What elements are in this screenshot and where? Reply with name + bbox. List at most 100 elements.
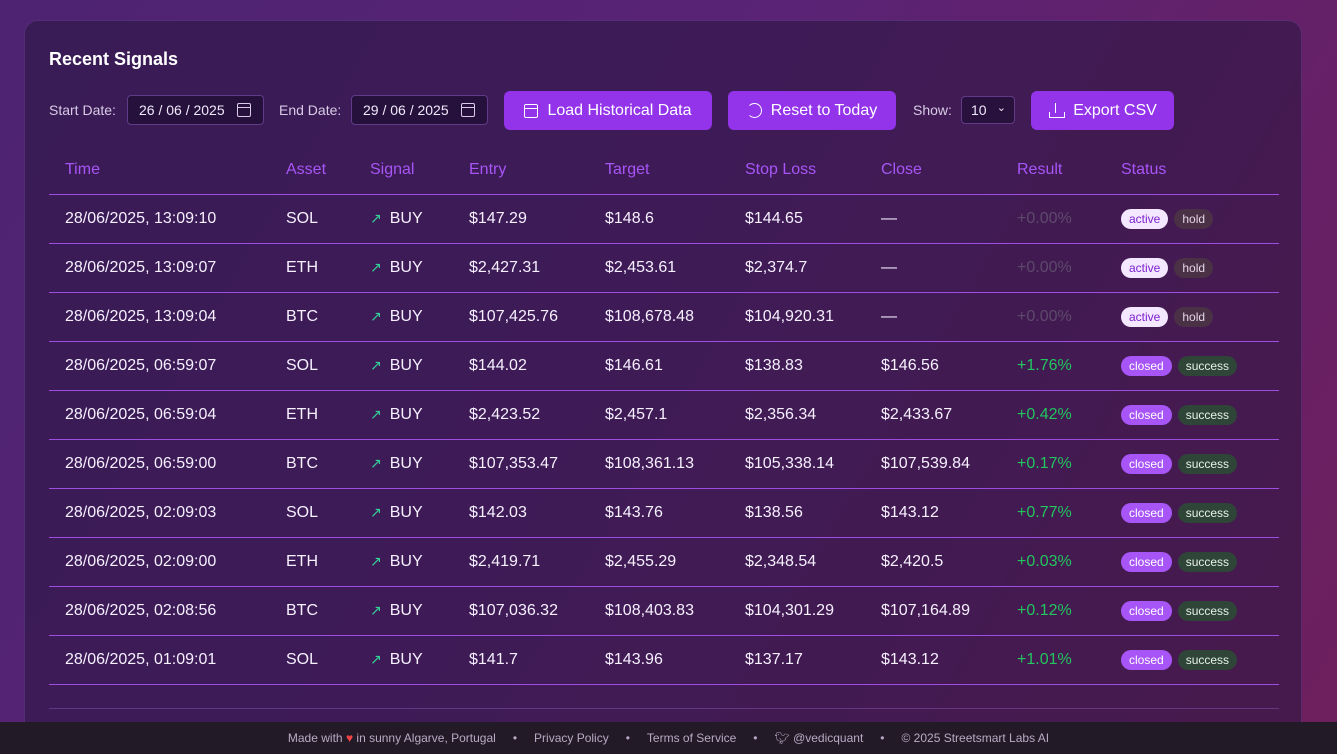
- outcome-badge: hold: [1174, 257, 1214, 278]
- cell-status: active hold: [1105, 292, 1279, 342]
- signals-panel: Recent Signals Start Date: 26 / 06 / 202…: [24, 20, 1302, 740]
- cell-close: $2,433.67: [865, 390, 1001, 440]
- start-date-value: 26 / 06 / 2025: [139, 102, 225, 118]
- cell-close: $146.56: [865, 341, 1001, 391]
- cell-entry: $107,353.47: [453, 439, 589, 489]
- outcome-badge: success: [1177, 355, 1238, 376]
- column-header-entry[interactable]: Entry: [453, 147, 589, 195]
- outcome-badge: success: [1177, 600, 1238, 621]
- table-row[interactable]: 28/06/2025, 06:59:07 SOL ↗ BUY $144.02 $146.6…: [49, 341, 1279, 391]
- outcome-badge: success: [1177, 453, 1238, 474]
- column-header-target[interactable]: Target: [589, 147, 729, 195]
- signal-text: BUY: [389, 601, 423, 619]
- cell-target: $2,453.61: [589, 243, 729, 293]
- cell-result: +1.76%: [1001, 341, 1105, 391]
- table-row[interactable]: 28/06/2025, 13:09:04 BTC ↗ BUY $107,425.76 $1…: [49, 292, 1279, 342]
- cell-close: $143.12: [865, 635, 1001, 685]
- cell-target: $146.61: [589, 341, 729, 391]
- cell-result: +0.12%: [1001, 586, 1105, 636]
- table-row[interactable]: 28/06/2025, 13:09:10 SOL ↗ BUY $147.29 $148.6…: [49, 194, 1279, 244]
- column-header-close[interactable]: Close: [865, 147, 1001, 195]
- cell-result: +1.01%: [1001, 635, 1105, 685]
- end-date-input[interactable]: 29 / 06 / 2025: [351, 95, 488, 125]
- location-text: in sunny Algarve, Portugal: [356, 731, 496, 745]
- cell-time: 28/06/2025, 06:59:04: [49, 390, 270, 440]
- cell-stop-loss: $105,338.14: [729, 439, 865, 489]
- export-csv-button[interactable]: Export CSV: [1031, 91, 1174, 130]
- separator: •: [625, 731, 630, 745]
- table-row[interactable]: 28/06/2025, 02:09:00 ETH ↗ BUY $2,419.71 $2,4…: [49, 537, 1279, 587]
- signals-table: Time Asset Signal Entry Target Stop Loss…: [49, 147, 1279, 685]
- twitter-handle: @vedicquant: [793, 731, 864, 745]
- column-header-asset[interactable]: Asset: [270, 147, 354, 195]
- column-header-stop-loss[interactable]: Stop Loss: [729, 147, 865, 195]
- cell-stop-loss: $144.65: [729, 194, 865, 244]
- column-header-status[interactable]: Status: [1105, 147, 1279, 195]
- cell-signal: ↗ BUY: [354, 586, 453, 636]
- cell-signal: ↗ BUY: [354, 439, 453, 489]
- cell-asset: SOL: [270, 194, 354, 244]
- status-badge: closed: [1121, 502, 1172, 523]
- calendar-icon[interactable]: [237, 103, 251, 117]
- cell-close: $143.12: [865, 488, 1001, 538]
- twitter-link[interactable]: 🐦︎ @vedicquant: [774, 731, 863, 745]
- cell-status: active hold: [1105, 243, 1279, 293]
- cell-asset: BTC: [270, 586, 354, 636]
- signal-text: BUY: [389, 454, 423, 472]
- cell-stop-loss: $104,301.29: [729, 586, 865, 636]
- column-header-time[interactable]: Time: [49, 147, 270, 195]
- signal-text: BUY: [389, 258, 423, 276]
- status-badge: active: [1121, 257, 1169, 278]
- cell-stop-loss: $2,348.54: [729, 537, 865, 587]
- status-badge: closed: [1121, 649, 1172, 670]
- cell-signal: ↗ BUY: [354, 390, 453, 440]
- download-icon: [1048, 102, 1066, 119]
- cell-signal: ↗ BUY: [354, 537, 453, 587]
- separator: •: [512, 731, 518, 745]
- cell-entry: $2,427.31: [453, 243, 589, 293]
- reset-to-today-button[interactable]: Reset to Today: [728, 91, 896, 130]
- rows-per-page-select[interactable]: 10 ⌄: [961, 96, 1015, 124]
- calendar-icon[interactable]: [461, 103, 475, 117]
- privacy-policy-link[interactable]: Privacy Policy: [534, 731, 609, 745]
- cell-time: 28/06/2025, 13:09:04: [49, 292, 270, 342]
- signal-text: BUY: [389, 356, 423, 374]
- cell-entry: $2,423.52: [453, 390, 589, 440]
- cell-asset: SOL: [270, 488, 354, 538]
- table-row[interactable]: 28/06/2025, 06:59:00 BTC ↗ BUY $107,353.47 $1…: [49, 439, 1279, 489]
- outcome-badge: success: [1177, 551, 1238, 572]
- signal-text: BUY: [389, 307, 423, 325]
- cell-close: —: [865, 194, 1001, 244]
- cell-status: closed success: [1105, 341, 1279, 391]
- start-date-input[interactable]: 26 / 06 / 2025: [127, 95, 264, 125]
- table-row[interactable]: 28/06/2025, 01:09:01 SOL ↗ BUY $141.7 $143.96…: [49, 635, 1279, 685]
- cell-signal: ↗ BUY: [354, 292, 453, 342]
- cell-stop-loss: $137.17: [729, 635, 865, 685]
- cell-asset: ETH: [270, 243, 354, 293]
- refresh-icon: [746, 103, 762, 118]
- cell-result: +0.77%: [1001, 488, 1105, 538]
- cell-asset: BTC: [270, 292, 354, 342]
- cell-time: 28/06/2025, 06:59:00: [49, 439, 270, 489]
- column-header-result[interactable]: Result: [1001, 147, 1105, 195]
- table-row[interactable]: 28/06/2025, 02:09:03 SOL ↗ BUY $142.03 $143.7…: [49, 488, 1279, 538]
- cell-time: 28/06/2025, 13:09:10: [49, 194, 270, 244]
- cell-result: +0.42%: [1001, 390, 1105, 440]
- table-row[interactable]: 28/06/2025, 06:59:04 ETH ↗ BUY $2,423.52 $2,4…: [49, 390, 1279, 440]
- heart-icon: ♥: [345, 731, 354, 745]
- trending-up-icon: ↗: [370, 553, 382, 569]
- table-row[interactable]: 28/06/2025, 02:08:56 BTC ↗ BUY $107,036.32 $1…: [49, 586, 1279, 636]
- column-header-signal[interactable]: Signal: [354, 147, 453, 195]
- cell-entry: $107,425.76: [453, 292, 589, 342]
- terms-of-service-link[interactable]: Terms of Service: [646, 731, 737, 745]
- cell-close: $2,420.5: [865, 537, 1001, 587]
- footer-made-with: Made with ♥ in sunny Algarve, Portugal: [288, 731, 496, 745]
- cell-stop-loss: $2,356.34: [729, 390, 865, 440]
- cell-signal: ↗ BUY: [354, 194, 453, 244]
- cell-status: closed success: [1105, 488, 1279, 538]
- separator: •: [753, 731, 758, 745]
- table-row[interactable]: 28/06/2025, 13:09:07 ETH ↗ BUY $2,427.31 $2,4…: [49, 243, 1279, 293]
- load-historical-data-button[interactable]: Load Historical Data: [504, 91, 712, 130]
- made-with-text: Made with: [287, 731, 343, 745]
- cell-close: —: [865, 292, 1001, 342]
